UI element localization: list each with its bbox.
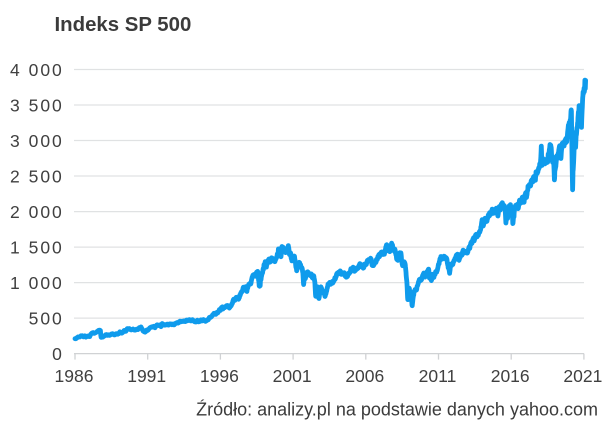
svg-text:2011: 2011 xyxy=(419,366,457,386)
svg-text:Indeks SP 500: Indeks SP 500 xyxy=(55,14,192,36)
svg-text:3 500: 3 500 xyxy=(10,95,64,115)
svg-text:4 000: 4 000 xyxy=(10,60,64,80)
svg-text:1991: 1991 xyxy=(127,366,166,386)
svg-text:1 000: 1 000 xyxy=(10,273,64,293)
svg-text:Źródło: analizy.pl na podstawi: Źródło: analizy.pl na podstawie danych y… xyxy=(196,400,598,420)
svg-text:3 000: 3 000 xyxy=(10,131,64,151)
svg-text:1 500: 1 500 xyxy=(10,237,64,257)
svg-text:1986: 1986 xyxy=(55,366,94,386)
svg-text:2016: 2016 xyxy=(491,366,530,386)
svg-text:1996: 1996 xyxy=(200,366,239,386)
svg-text:2 000: 2 000 xyxy=(10,202,64,222)
svg-text:2 500: 2 500 xyxy=(10,166,64,186)
svg-text:2001: 2001 xyxy=(273,366,312,386)
svg-text:2006: 2006 xyxy=(345,366,384,386)
svg-text:0: 0 xyxy=(52,344,64,364)
svg-text:2021: 2021 xyxy=(563,366,602,386)
svg-text:500: 500 xyxy=(29,308,64,328)
